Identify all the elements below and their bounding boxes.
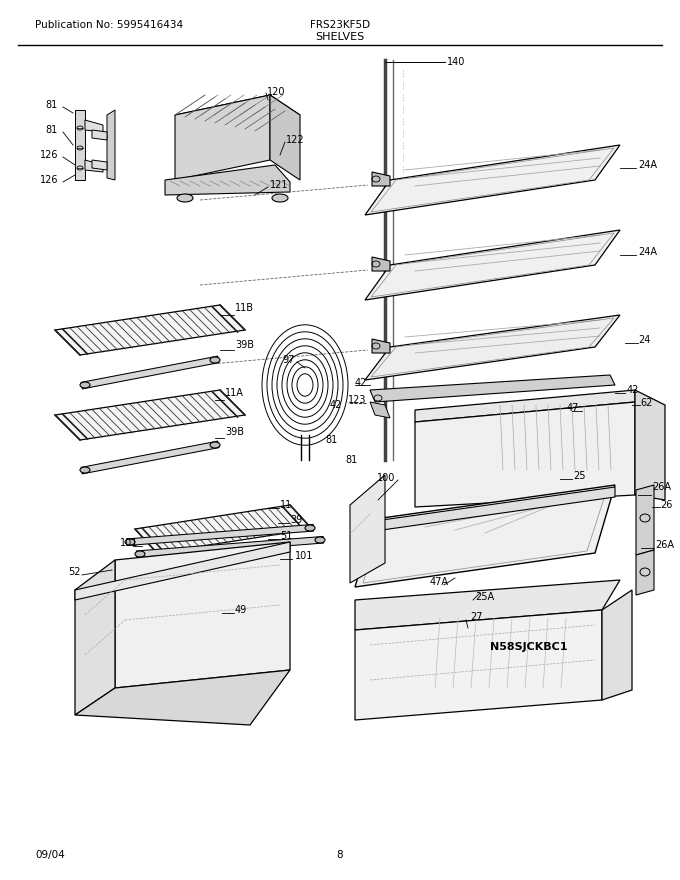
Text: 24A: 24A (638, 247, 657, 257)
Text: 42: 42 (355, 378, 367, 388)
Text: 8: 8 (337, 850, 343, 860)
Polygon shape (355, 485, 615, 587)
Text: 42: 42 (627, 385, 639, 395)
Ellipse shape (210, 357, 220, 363)
Polygon shape (370, 402, 390, 418)
Ellipse shape (125, 539, 135, 545)
Polygon shape (365, 315, 620, 380)
Ellipse shape (315, 537, 325, 543)
Polygon shape (270, 95, 300, 180)
Polygon shape (135, 505, 312, 553)
Text: 81: 81 (325, 435, 337, 445)
Text: 11: 11 (280, 500, 292, 510)
Polygon shape (602, 590, 632, 700)
Polygon shape (75, 560, 115, 715)
Polygon shape (85, 120, 103, 132)
Polygon shape (372, 339, 390, 353)
Polygon shape (55, 390, 245, 440)
Text: 26A: 26A (655, 540, 674, 550)
Ellipse shape (135, 551, 145, 557)
Polygon shape (55, 305, 245, 355)
Text: 42: 42 (330, 400, 342, 410)
Polygon shape (365, 230, 620, 300)
Text: 101: 101 (295, 551, 313, 561)
Text: Publication No: 5995416434: Publication No: 5995416434 (35, 20, 183, 30)
Polygon shape (107, 110, 115, 180)
Ellipse shape (80, 467, 90, 473)
Text: FRS23KF5D: FRS23KF5D (310, 20, 370, 30)
Text: 81: 81 (46, 100, 58, 110)
Text: 47: 47 (567, 403, 579, 413)
Text: 49: 49 (235, 605, 248, 615)
Text: 126: 126 (39, 175, 58, 185)
Polygon shape (415, 402, 635, 507)
Ellipse shape (305, 525, 315, 531)
Ellipse shape (272, 194, 288, 202)
Polygon shape (355, 610, 602, 720)
Text: 27: 27 (470, 612, 483, 622)
Polygon shape (370, 375, 615, 402)
Polygon shape (75, 110, 85, 180)
Text: 25A: 25A (475, 592, 494, 602)
Text: 11B: 11B (235, 303, 254, 313)
Text: 121: 121 (270, 180, 288, 190)
Polygon shape (636, 550, 654, 595)
Polygon shape (85, 160, 103, 172)
Text: 47A: 47A (430, 577, 449, 587)
Text: 126: 126 (39, 150, 58, 160)
Text: 39B: 39B (235, 340, 254, 350)
Text: 122: 122 (286, 135, 305, 145)
Polygon shape (415, 390, 635, 422)
Text: 120: 120 (267, 87, 286, 97)
Text: 25: 25 (573, 471, 585, 481)
Text: 09/04: 09/04 (35, 850, 65, 860)
Polygon shape (165, 165, 290, 195)
Text: 123: 123 (348, 395, 367, 405)
Text: 11A: 11A (225, 388, 244, 398)
Polygon shape (92, 130, 107, 140)
Text: SHELVES: SHELVES (316, 32, 364, 42)
Text: 140: 140 (447, 57, 465, 67)
Polygon shape (75, 670, 290, 725)
Polygon shape (75, 542, 290, 600)
Text: N58SJCKBC1: N58SJCKBC1 (490, 642, 568, 652)
Text: 39B: 39B (225, 427, 244, 437)
Text: 81: 81 (46, 125, 58, 135)
Text: 39: 39 (290, 515, 302, 525)
Ellipse shape (177, 194, 193, 202)
Polygon shape (636, 485, 654, 555)
Text: 81: 81 (345, 455, 357, 465)
Polygon shape (372, 257, 390, 271)
Text: 24: 24 (638, 335, 650, 345)
Polygon shape (365, 145, 620, 215)
Polygon shape (115, 542, 290, 688)
Polygon shape (175, 95, 270, 180)
Ellipse shape (80, 382, 90, 388)
Polygon shape (355, 580, 620, 630)
Text: 101: 101 (120, 538, 138, 548)
Polygon shape (175, 95, 300, 135)
Text: 51: 51 (280, 531, 292, 541)
Text: 62: 62 (640, 398, 652, 408)
Polygon shape (372, 172, 390, 186)
Text: 97: 97 (283, 355, 295, 365)
Text: 52: 52 (68, 567, 80, 577)
Polygon shape (635, 390, 665, 500)
Polygon shape (375, 487, 615, 531)
Polygon shape (350, 475, 385, 583)
Ellipse shape (210, 442, 220, 448)
Text: 26A: 26A (652, 482, 671, 492)
Text: 100: 100 (377, 473, 395, 483)
Text: 24A: 24A (638, 160, 657, 170)
Text: 26: 26 (660, 500, 673, 510)
Polygon shape (92, 160, 107, 170)
